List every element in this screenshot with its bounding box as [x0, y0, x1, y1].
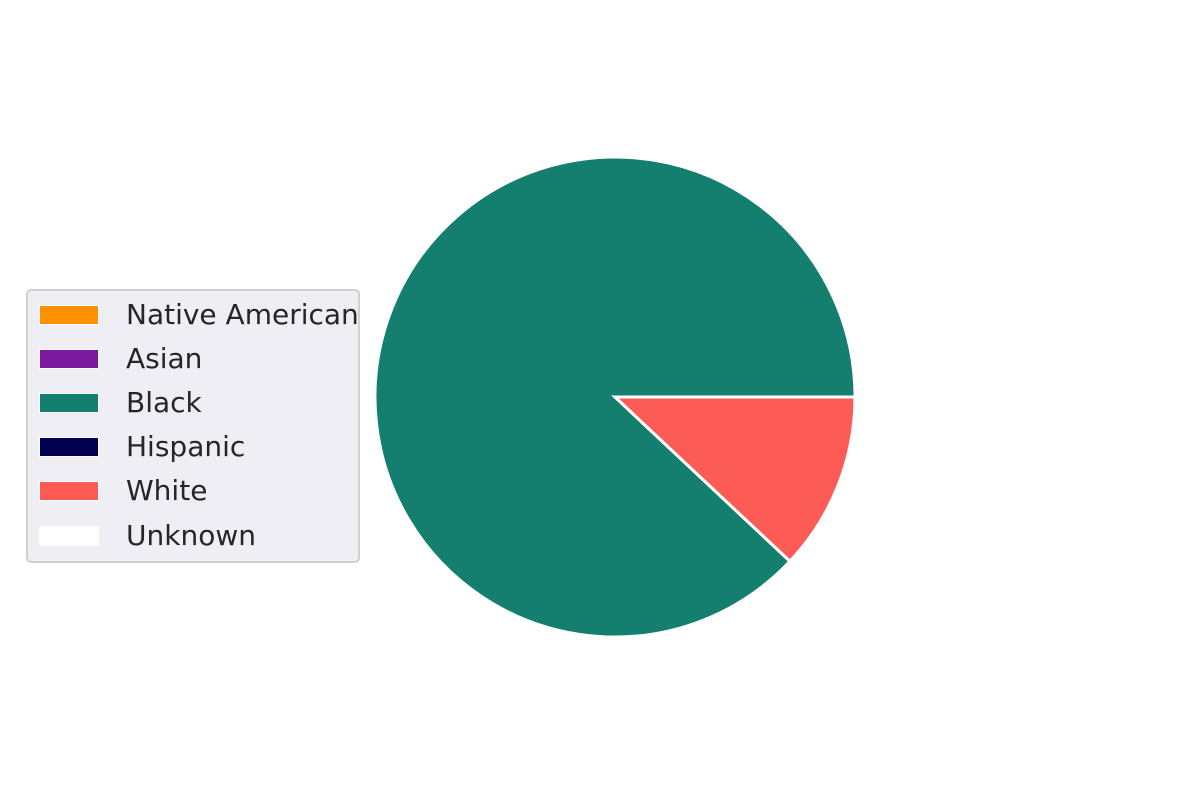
legend-swatch-native-american [39, 305, 99, 325]
legend-swatch-black [39, 393, 99, 413]
legend-swatch-asian [39, 349, 99, 369]
legend-label-unknown: Unknown [126, 519, 256, 552]
pie-slices [373, 155, 857, 639]
legend-item-white: White [39, 474, 359, 507]
chart-legend: Native American Asian Black Hispanic Whi… [26, 289, 360, 563]
legend-item-hispanic: Hispanic [39, 430, 359, 463]
legend-label-hispanic: Hispanic [126, 430, 246, 463]
legend-item-native-american: Native American [39, 298, 359, 331]
legend-label-asian: Asian [126, 342, 203, 375]
legend-item-asian: Asian [39, 342, 359, 375]
legend-swatch-hispanic [39, 437, 99, 457]
legend-item-black: Black [39, 386, 359, 419]
pie-slice-white [611, 395, 857, 564]
legend-swatch-unknown [39, 526, 99, 546]
legend-label-native-american: Native American [126, 298, 359, 331]
legend-swatch-white [39, 481, 99, 501]
legend-item-unknown: Unknown [39, 519, 359, 552]
legend-label-white: White [126, 474, 208, 507]
pie-slice-black [373, 155, 857, 639]
legend-label-black: Black [126, 386, 202, 419]
